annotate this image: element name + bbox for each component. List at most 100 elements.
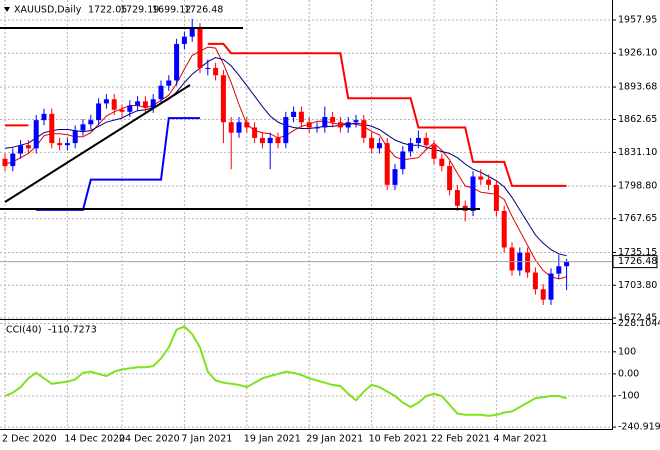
- candle-body: [236, 122, 242, 133]
- candle-body: [174, 43, 180, 81]
- candle-body: [564, 261, 570, 267]
- candle-body: [252, 127, 258, 138]
- candle-body: [486, 179, 492, 185]
- x-tick-label: 2 Dec 2020: [2, 434, 57, 445]
- header-low: 1699.12: [152, 5, 191, 16]
- candle-body: [220, 75, 226, 123]
- candle-body: [400, 151, 406, 170]
- candle-body: [119, 109, 125, 112]
- candle-body: [80, 124, 86, 131]
- y-tick-label: 1672.45: [618, 313, 657, 324]
- candle-body: [423, 137, 429, 146]
- candle-body: [33, 120, 39, 149]
- drawn-trend-line: [4, 84, 191, 203]
- y-tick-label: -240.9193: [618, 422, 660, 433]
- x-tick-label: 14 Dec 2020: [64, 434, 125, 445]
- header-open: 1722.05: [88, 5, 127, 16]
- candle-body: [275, 137, 281, 144]
- candle-body: [103, 99, 109, 104]
- candle-body: [267, 137, 273, 144]
- candle-body: [166, 80, 172, 86]
- candle-body: [431, 145, 437, 159]
- candle-body: [259, 137, 265, 144]
- y-tick-label: 1703.80: [618, 280, 657, 291]
- candle-body: [548, 273, 554, 300]
- candle-body: [369, 137, 375, 149]
- candle-body: [181, 36, 187, 44]
- candle-body: [337, 122, 343, 128]
- header-high: 1729.19: [120, 5, 159, 16]
- candle-body: [135, 101, 141, 106]
- y-tick-label: 1893.68: [618, 82, 657, 93]
- candle-body: [197, 28, 203, 68]
- candle-body: [470, 176, 476, 211]
- candle-body: [454, 190, 460, 206]
- indicator-line: [5, 42, 567, 187]
- cci-line: [4, 325, 567, 417]
- x-tick-label: 29 Jan 2021: [306, 434, 363, 445]
- candle-body: [64, 143, 70, 146]
- candle-body: [228, 122, 234, 133]
- grid: [0, 0, 612, 429]
- candle-body: [345, 122, 351, 128]
- candle-body: [205, 67, 211, 69]
- candle-body: [142, 101, 148, 108]
- y-tick-label: 1735.15: [618, 247, 657, 258]
- indicator-title: CCI(40): [6, 325, 42, 336]
- y-tick-label: -100: [618, 390, 640, 401]
- candle-body: [25, 145, 31, 149]
- x-tick-label: 4 Mar 2021: [493, 434, 547, 445]
- candle-body: [408, 143, 414, 152]
- y-tick-label: 100: [618, 346, 636, 357]
- candle-body: [447, 166, 453, 191]
- candle-body: [150, 99, 156, 108]
- candle-body: [244, 122, 250, 128]
- candle-body: [509, 247, 515, 271]
- candle-body: [384, 143, 390, 185]
- candle-body: [18, 145, 24, 154]
- candle-body: [111, 99, 117, 110]
- candle-body: [392, 169, 398, 185]
- candle-body: [415, 137, 421, 144]
- labels: 1957.95 1926.10 1893.68 1862.65 1831.10 1798.…: [2, 14, 660, 444]
- candle-body: [330, 117, 336, 123]
- candle-body: [478, 176, 484, 180]
- menu-triangle: [4, 7, 10, 12]
- x-tick-label: 24 Dec 2020: [119, 434, 180, 445]
- y-tick-label: 1831.10: [618, 147, 657, 158]
- candle-body: [314, 127, 320, 129]
- candle-body: [88, 120, 94, 125]
- candle-body: [189, 28, 195, 37]
- x-tick-label: 22 Feb 2021: [431, 434, 490, 445]
- x-tick-label: 19 Jan 2021: [244, 434, 301, 445]
- symbol-title: XAUUSD,Daily: [14, 5, 82, 16]
- candle-body: [322, 117, 328, 128]
- candle-body: [493, 184, 499, 211]
- candle-body: [2, 158, 8, 167]
- candle-body: [49, 113, 55, 144]
- current-price-label: 1726.48: [618, 256, 657, 267]
- candle-body: [72, 130, 78, 144]
- candle-body: [525, 252, 531, 273]
- y-tick-label: 1957.95: [618, 14, 657, 25]
- candle-body: [158, 85, 164, 100]
- candle-body: [291, 111, 297, 118]
- candle-body: [41, 113, 47, 121]
- x-tick-label: 7 Jan 2021: [181, 434, 232, 445]
- y-tick-label: 1798.80: [618, 181, 657, 192]
- candle-body: [283, 117, 289, 144]
- x-tick-label: 10 Feb 2021: [369, 434, 428, 445]
- candle-body: [298, 111, 304, 123]
- y-tick-label: 1767.65: [618, 213, 657, 224]
- candle-body: [532, 272, 538, 290]
- candle-body: [353, 120, 359, 123]
- candle-body: [127, 105, 133, 112]
- candle-body: [556, 266, 562, 274]
- y-tick-label: 228.1044: [618, 318, 660, 329]
- candle-body: [501, 210, 507, 248]
- marks: [0, 18, 612, 417]
- header-close: 1726.48: [184, 5, 223, 16]
- indicator-value: -110.7273: [48, 325, 97, 336]
